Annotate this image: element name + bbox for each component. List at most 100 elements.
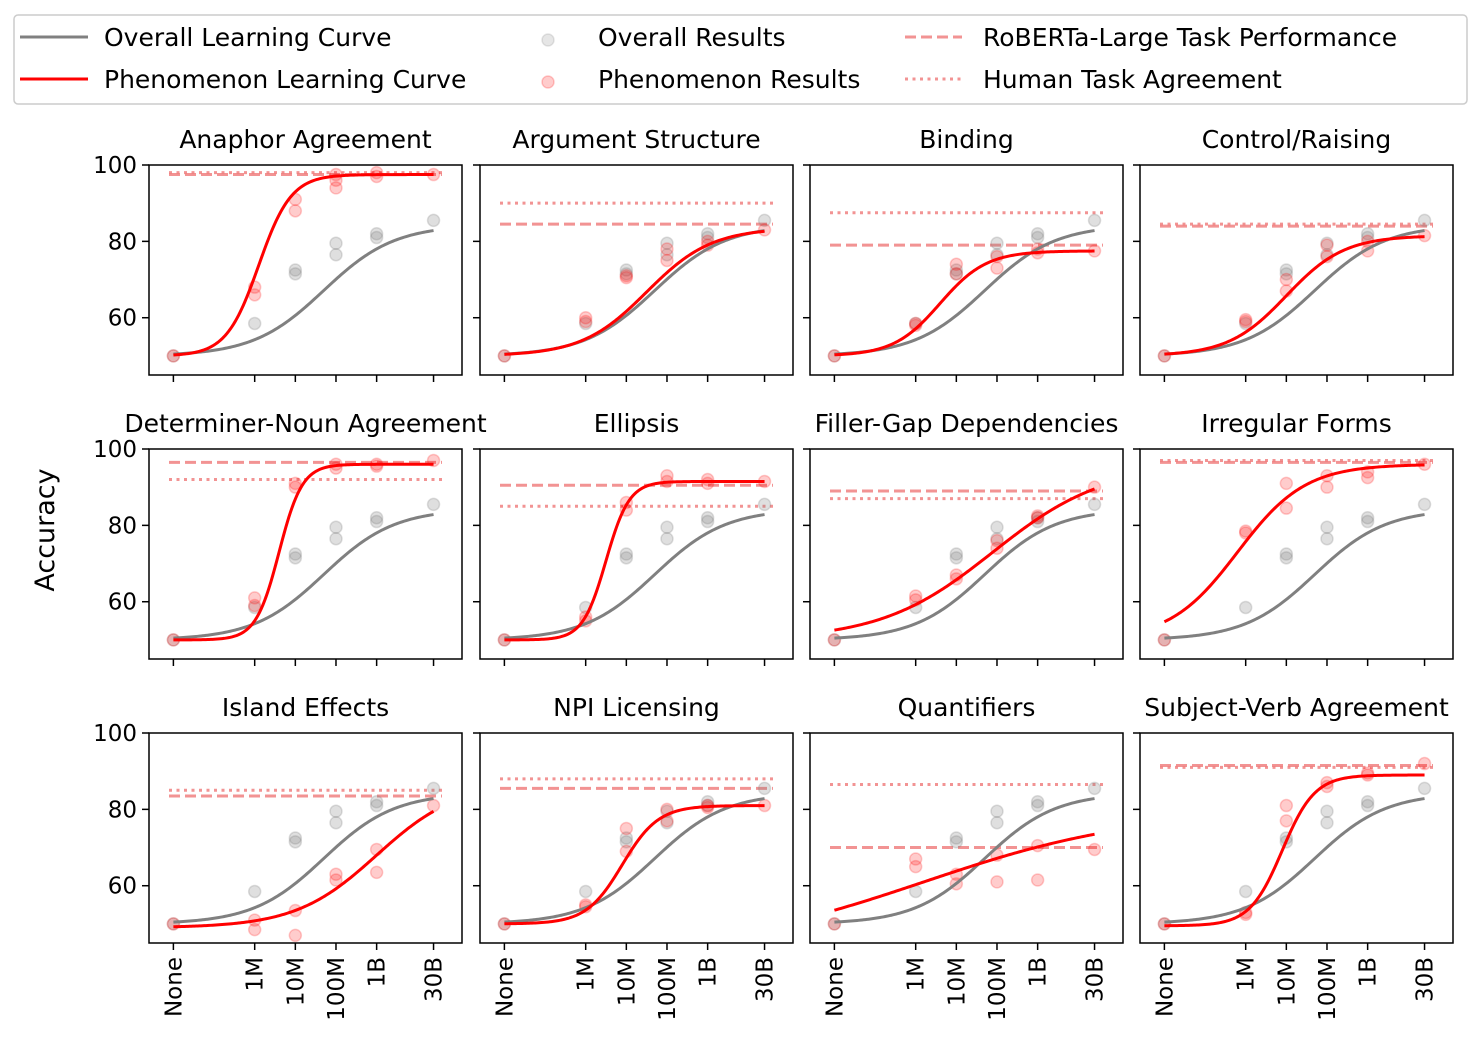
- panel-title: Quantifiers: [898, 693, 1036, 722]
- phenomenon-result-point: [329, 181, 343, 195]
- panel-7: Filler-Gap Dependencies: [803, 409, 1124, 666]
- overall-result-point: [1360, 510, 1375, 525]
- legend: Overall Learning Curve Overall Results RoB…: [13, 14, 1468, 105]
- phenomenon-result-point: [619, 270, 634, 285]
- panel-3: Binding: [803, 125, 1124, 382]
- phenomenon-result-point: [908, 589, 923, 603]
- overall-result-point: [619, 835, 634, 849]
- overall-result-point: [329, 815, 343, 830]
- overall-result-point: [1417, 781, 1432, 796]
- panel-title: Anaphor Agreement: [179, 125, 432, 154]
- x-tick-label: None: [161, 957, 187, 1017]
- overall-learning-curve: [834, 229, 1095, 356]
- x-tick-label: 1B: [1356, 957, 1382, 987]
- overall-result-point: [1320, 520, 1334, 535]
- x-tick-label: None: [822, 957, 848, 1017]
- overall-result-point: [757, 213, 772, 228]
- overall-result-point: [426, 213, 441, 228]
- overall-result-point: [660, 236, 674, 251]
- phenomenon-learning-curve: [173, 810, 435, 929]
- panels-grid: Anaphor Agreement 60 80 100 Argument Structu…: [93, 125, 1454, 1021]
- panel-title: Island Effects: [222, 693, 389, 722]
- panel-title: NPI Licensing: [553, 693, 720, 722]
- overall-result-point: [1238, 316, 1253, 331]
- plot-area: [166, 165, 442, 363]
- overall-result-point: [949, 831, 964, 845]
- phenomenon-result-point: [369, 865, 384, 880]
- phenomenon-learning-curve: [1163, 463, 1425, 624]
- phenomenon-result-point: [247, 598, 262, 613]
- panel-6: Ellipsis: [473, 409, 794, 666]
- panel-title: Subject-Verb Agreement: [1144, 693, 1449, 722]
- overall-learning-curve: [504, 797, 765, 924]
- phenomenon-learning-curve: [504, 479, 765, 642]
- x-tick-label: 10M: [1274, 957, 1300, 1006]
- phenomenon-result-point: [949, 257, 964, 272]
- x-tick-label: 1M: [904, 957, 930, 991]
- overall-result-point: [578, 316, 593, 331]
- overall-result-point: [619, 831, 634, 845]
- overall-result-point: [329, 520, 343, 535]
- legend-label-overall_curve: Overall Learning Curve: [104, 23, 392, 52]
- panel-title: Binding: [919, 125, 1013, 154]
- plot-area: [497, 777, 773, 931]
- y-tick-label: 100: [93, 721, 137, 747]
- overall-result-point: [1087, 497, 1102, 512]
- panel-2: Argument Structure: [473, 125, 794, 382]
- phenomenon-result-point: [990, 261, 1004, 275]
- phenomenon-result-point: [329, 873, 343, 887]
- overall-result-point: [949, 835, 964, 849]
- overall-learning-curve: [504, 513, 765, 640]
- legend-frame: [13, 14, 1468, 105]
- overall-learning-curve: [1164, 797, 1425, 924]
- y-tick-label: 80: [108, 229, 137, 255]
- overall-result-point: [757, 781, 772, 796]
- phenomenon-result-point: [1279, 798, 1294, 813]
- legend-label-overall_results: Overall Results: [598, 23, 786, 52]
- overall-result-point: [949, 263, 964, 277]
- overall-result-point: [288, 831, 303, 845]
- plot-area: [497, 468, 773, 647]
- overall-result-point: [1030, 226, 1045, 241]
- overall-result-point: [757, 497, 772, 512]
- phenomenon-result-point: [288, 476, 303, 491]
- overall-result-point: [700, 226, 715, 241]
- phenomenon-result-point: [619, 268, 634, 283]
- panel-title: Ellipsis: [594, 409, 680, 438]
- overall-result-point: [1320, 236, 1334, 251]
- phenomenon-result-point: [1030, 873, 1045, 887]
- overall-result-point: [369, 226, 384, 241]
- legend-label-phen_curve: Phenomenon Learning Curve: [104, 65, 466, 94]
- panel-title: Determiner-Noun Agreement: [124, 409, 487, 438]
- y-tick-label: 80: [108, 513, 137, 539]
- phenomenon-result-point: [288, 204, 303, 218]
- phenomenon-result-point: [1238, 312, 1253, 327]
- panel-10: NPI Licensing None 1M 10M 100M 1B 30B: [473, 693, 794, 1021]
- overall-result-point: [329, 531, 343, 546]
- overall-result-point: [1279, 547, 1294, 561]
- x-tick-label: 30B: [1083, 957, 1109, 1002]
- overall-result-point: [369, 510, 384, 525]
- panel-frame: [479, 448, 794, 660]
- overall-result-point: [1279, 267, 1294, 281]
- phenomenon-result-point: [578, 310, 593, 325]
- overall-result-point: [288, 267, 303, 281]
- overall-result-point: [660, 247, 674, 262]
- legend-label-human: Human Task Agreement: [983, 65, 1282, 94]
- phenomenon-learning-curve: [173, 462, 434, 642]
- overall-result-point: [329, 247, 343, 262]
- panel-title: Argument Structure: [512, 125, 760, 154]
- phenomenon-result-point: [247, 922, 262, 937]
- overall-result-point: [426, 497, 441, 512]
- panel-frame: [1139, 164, 1454, 376]
- overall-result-point: [1360, 794, 1375, 809]
- phenomenon-result-point: [1279, 476, 1294, 491]
- plot-area: [166, 453, 442, 647]
- plot-area: [1157, 756, 1433, 931]
- overall-learning-curve: [173, 229, 434, 356]
- phenomenon-result-point: [949, 267, 964, 281]
- panel-frame: [148, 732, 463, 944]
- overall-result-point: [288, 835, 303, 849]
- x-tick-label: 1M: [574, 957, 600, 991]
- panel-frame: [1139, 732, 1454, 944]
